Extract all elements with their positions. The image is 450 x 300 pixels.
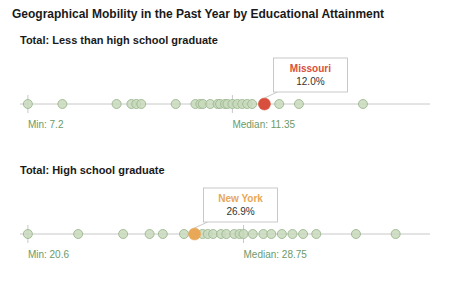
chart-root: Geographical Mobility in the Past Year b… — [0, 0, 450, 300]
dot — [277, 230, 286, 239]
dot — [179, 230, 188, 239]
panel-title: Total: High school graduate — [20, 164, 165, 176]
reference-label: Min: 7.2 — [28, 119, 64, 130]
dot — [248, 230, 257, 239]
highlight-dot — [258, 98, 270, 110]
dot — [358, 100, 367, 109]
dot — [23, 230, 32, 239]
dot — [294, 100, 303, 109]
dot — [267, 230, 276, 239]
dot — [351, 230, 360, 239]
callout-leader — [195, 222, 208, 228]
dot — [112, 100, 121, 109]
reference-label: Min: 20.6 — [28, 249, 70, 260]
panel-title: Total: Less than high school graduate — [20, 34, 218, 46]
dot — [171, 100, 180, 109]
dot — [288, 230, 297, 239]
dot — [74, 230, 83, 239]
strip-panel: Total: High school graduate Min: 20.6 Medi… — [20, 164, 430, 260]
dot — [137, 100, 146, 109]
dot — [391, 230, 400, 239]
marks — [23, 225, 400, 243]
dot — [58, 100, 67, 109]
reference-label: Median: 28.75 — [244, 249, 308, 260]
strip-panel: Total: Less than high school graduate Min… — [20, 34, 430, 130]
marks — [23, 95, 367, 113]
callout-leader — [264, 92, 277, 98]
dot — [248, 100, 257, 109]
reference-label: Median: 11.35 — [232, 119, 295, 130]
dot — [23, 100, 32, 109]
dot — [158, 230, 167, 239]
dot — [119, 230, 128, 239]
dot — [312, 230, 321, 239]
dot — [145, 230, 154, 239]
dot — [275, 100, 284, 109]
dot — [299, 230, 308, 239]
callout-value: 26.9% — [226, 206, 254, 217]
callout-box — [204, 188, 278, 222]
callout-box — [273, 58, 347, 92]
callout-value: 12.0% — [296, 76, 324, 87]
callout-name: New York — [218, 193, 263, 204]
background — [0, 0, 450, 300]
dot — [239, 230, 248, 239]
highlight-dot — [189, 228, 201, 240]
callout-name: Missouri — [290, 63, 331, 74]
title: Geographical Mobility in the Past Year b… — [12, 7, 384, 21]
